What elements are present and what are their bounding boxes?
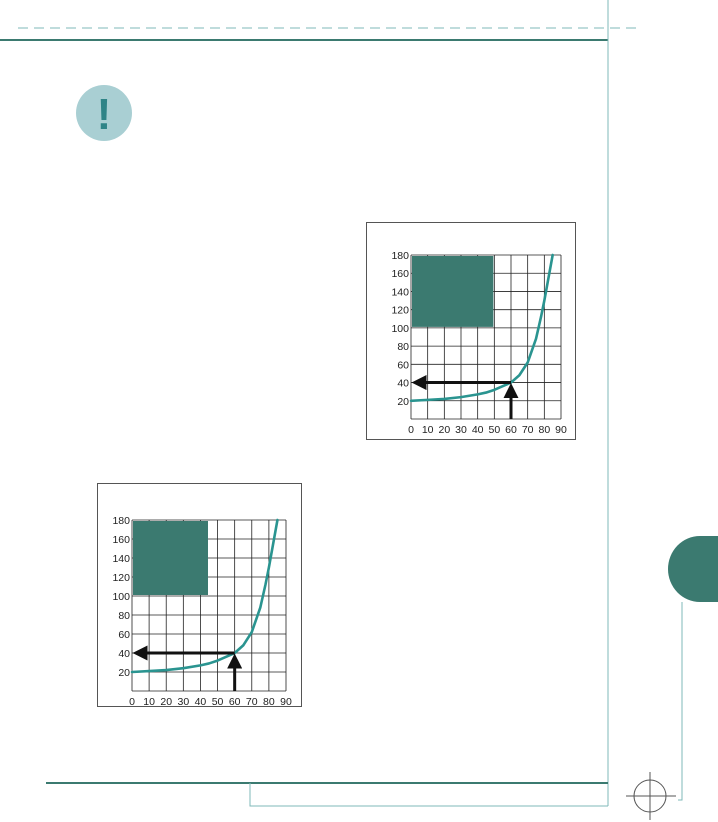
y-tick-label: 60 [397,359,409,371]
y-tick-label: 140 [112,553,130,565]
bottom-bracket [249,783,608,807]
x-tick-label: 60 [505,424,517,436]
x-tick-label: 90 [555,424,567,436]
y-tick-label: 20 [397,396,409,408]
y-tick-label: 120 [112,572,130,584]
x-tick-label: 10 [422,424,434,436]
highlight-box [412,256,494,327]
tab-leader-line [678,602,683,801]
x-tick-label: 0 [408,424,414,436]
x-tick-label: 50 [488,424,500,436]
y-tick-label: 80 [118,610,130,622]
y-tick-label: 40 [118,648,130,660]
x-tick-label: 80 [538,424,550,436]
y-tick-label: 160 [112,534,130,546]
x-tick-label: 30 [177,696,189,706]
x-tick-label: 70 [522,424,534,436]
y-tick-label: 120 [391,305,409,317]
exclamation-glyph: ! [97,90,112,139]
x-tick-label: 40 [472,424,484,436]
y-tick-label: 180 [391,250,409,262]
x-tick-label: 20 [438,424,450,436]
chart-panel-1: 180 160 140 120 100 80 60 40 20 0 10 20 30 40 50 60 70 80… [366,222,576,440]
exclamation-icon [76,85,132,141]
y-tick-label: 140 [391,286,409,298]
x-tick-label: 80 [263,696,275,706]
x-tick-label: 40 [195,696,207,706]
x-tick-label: 60 [229,696,241,706]
chapter-tab [668,536,718,602]
line-chart-2: 180 160 140 120 100 80 60 40 20 0 10 20 30 40 50 60 70 80… [112,515,292,706]
y-tick-label: 100 [391,323,409,335]
highlight-box [133,521,208,595]
x-tick-label: 70 [246,696,258,706]
x-tick-label: 20 [160,696,172,706]
y-tick-label: 60 [118,629,130,641]
x-tick-label: 10 [143,696,155,706]
x-tick-label: 30 [455,424,467,436]
y-tick-label: 40 [397,378,409,390]
y-tick-label: 80 [397,341,409,353]
y-tick-label: 100 [112,591,130,603]
y-tick-label: 180 [112,515,130,527]
line-chart-1: 180 160 140 120 100 80 60 40 20 0 10 20 30 40 50 60 70 80… [391,250,567,436]
x-tick-label: 50 [212,696,224,706]
x-tick-label: 0 [129,696,135,706]
y-tick-label: 160 [391,268,409,280]
y-tick-label: 20 [118,667,130,679]
x-tick-label: 90 [280,696,292,706]
chart-panel-2: 180 160 140 120 100 80 60 40 20 0 10 20 30 40 50 60 70 80… [97,483,302,707]
